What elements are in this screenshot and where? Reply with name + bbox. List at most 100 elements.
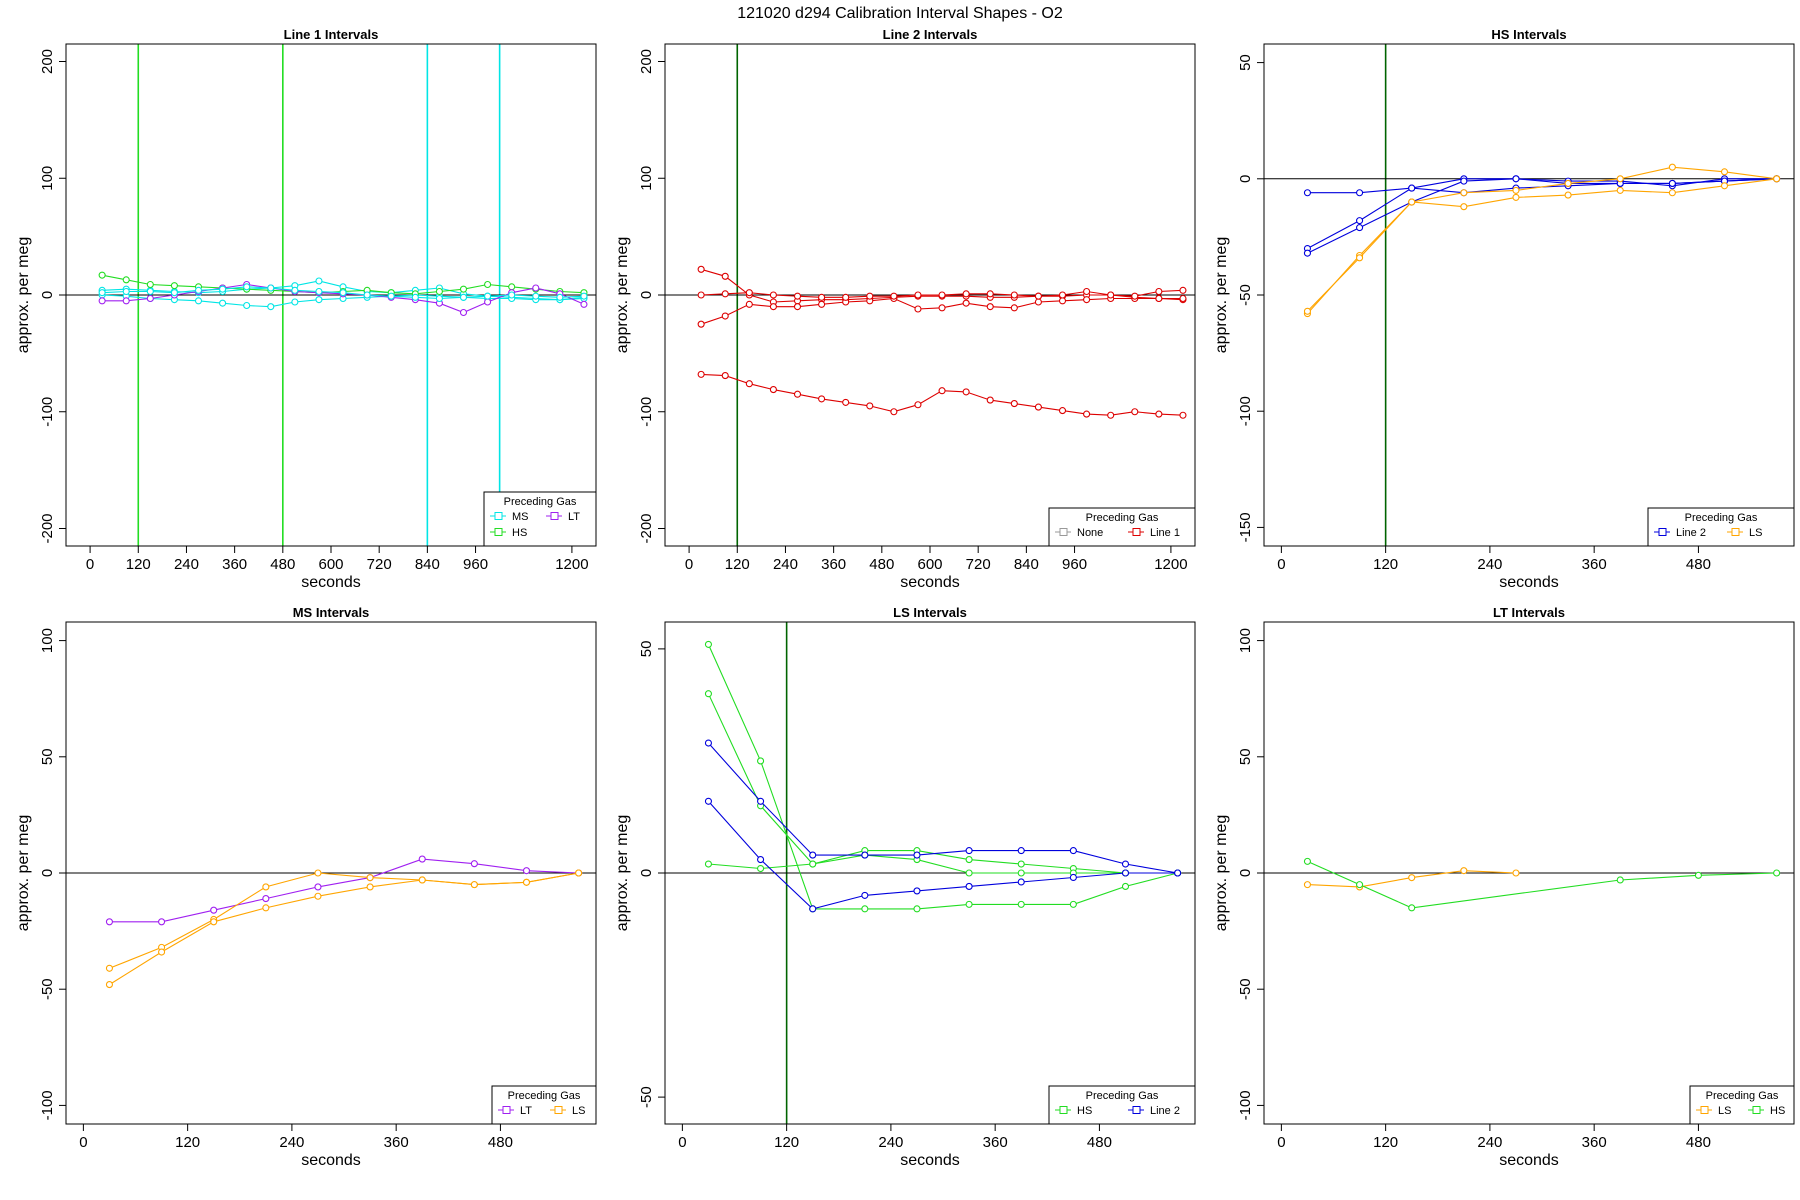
data-point — [962, 388, 970, 396]
data-point — [793, 390, 802, 398]
data-point — [842, 293, 850, 301]
legend-swatch-marker — [554, 1106, 563, 1114]
data-point — [1058, 291, 1067, 299]
x-tick-label: 840 — [1014, 556, 1039, 573]
legend-title: Preceding Gas — [504, 496, 577, 508]
data-point — [842, 398, 850, 406]
data-point — [1694, 871, 1702, 879]
data-point — [1616, 876, 1624, 884]
data-point — [1773, 869, 1781, 877]
y-axis-label: approx. per meg — [15, 815, 32, 932]
data-point — [1303, 249, 1311, 257]
y-tick-label: -200 — [638, 513, 655, 543]
x-tick-label: 720 — [966, 556, 991, 573]
data-point — [1408, 184, 1416, 192]
data-point — [914, 401, 922, 409]
data-point — [1155, 287, 1163, 296]
panel-title: Line 2 Intervals — [883, 27, 978, 42]
data-point — [459, 308, 468, 317]
data-point — [532, 292, 540, 300]
data-point — [913, 887, 921, 895]
data-point — [809, 860, 817, 868]
data-point — [1058, 297, 1067, 305]
panel-title: HS Intervals — [1491, 27, 1566, 42]
data-point — [1017, 860, 1025, 868]
x-tick-label: 120 — [126, 556, 151, 573]
legend-box — [1647, 507, 1795, 547]
data-point — [158, 948, 166, 956]
legend-entry-label: HS — [1770, 1105, 1785, 1117]
data-point — [484, 298, 492, 306]
data-point — [1512, 175, 1520, 183]
data-point — [219, 285, 227, 293]
data-point — [1720, 168, 1729, 176]
data-point — [314, 892, 322, 900]
data-point — [913, 905, 921, 913]
data-point — [1512, 193, 1520, 201]
data-point — [580, 292, 588, 300]
data-point — [962, 299, 970, 307]
data-point — [262, 895, 270, 903]
series-line — [701, 373, 1184, 416]
data-point — [243, 283, 251, 291]
data-point — [1083, 296, 1091, 304]
x-tick-label: 240 — [279, 1134, 304, 1151]
data-point — [697, 265, 705, 273]
x-tick-label: 0 — [685, 556, 693, 573]
y-tick-label: 0 — [638, 869, 655, 877]
data-point — [721, 272, 729, 280]
x-tick-label: 480 — [869, 556, 894, 573]
data-point — [262, 904, 270, 912]
figure-title: 121020 d294 Calibration Interval Shapes … — [737, 5, 1063, 22]
y-tick-label: 100 — [39, 628, 56, 653]
series-line — [708, 854, 1178, 874]
data-point — [1179, 294, 1187, 303]
data-point — [914, 291, 922, 299]
x-tick-label: 120 — [1373, 556, 1398, 573]
y-tick-label: -200 — [39, 513, 56, 543]
legend-swatch-marker — [502, 1106, 511, 1114]
chart-panel-1: Line 1 Intervals 0 120 240 360 480 600 720 840 96… — [15, 27, 597, 591]
x-tick-label: 120 — [774, 1134, 799, 1151]
data-point — [962, 290, 970, 298]
x-tick-label: 240 — [1477, 1134, 1502, 1151]
y-tick-label: -100 — [1237, 396, 1254, 426]
legend-entry-label: HS — [1077, 1105, 1092, 1117]
data-point — [1512, 869, 1520, 877]
x-tick-label: 120 — [725, 556, 750, 573]
x-tick-label: 480 — [1686, 556, 1711, 573]
data-point — [1773, 175, 1781, 183]
chart-panel-5: LS Intervals 0 120 240 360 480 seconds -50 0 50 ap… — [614, 605, 1196, 1169]
legend-entry-label: MS — [512, 511, 529, 523]
legend-entry-label: HS — [512, 527, 527, 539]
data-point — [861, 905, 869, 913]
legend-box — [491, 1085, 597, 1125]
data-point — [484, 292, 492, 300]
data-point — [1010, 400, 1018, 408]
data-point — [1017, 847, 1025, 855]
series-line — [707, 800, 1178, 910]
y-tick-label: -50 — [1237, 978, 1254, 1000]
data-point — [1155, 410, 1163, 418]
data-point — [1460, 177, 1468, 185]
panel-title: Line 1 Intervals — [284, 27, 379, 42]
data-point — [1616, 186, 1624, 194]
data-point — [1356, 224, 1364, 232]
x-tick-label: 960 — [1062, 556, 1087, 573]
data-point — [1460, 189, 1468, 197]
data-point — [470, 860, 478, 868]
data-point — [1034, 292, 1042, 300]
legend-swatch-marker — [1731, 528, 1740, 536]
legend-swatch-marker — [1700, 1106, 1709, 1114]
data-point — [170, 289, 178, 297]
chart-panel-6: LT Intervals 0 120 240 360 480 seconds -100 -50 0… — [1213, 605, 1795, 1169]
data-point — [1356, 217, 1364, 225]
y-tick-label: 200 — [638, 49, 655, 74]
y-tick-label: -150 — [1237, 512, 1254, 542]
data-point — [769, 303, 777, 311]
y-tick-label: -50 — [638, 1086, 655, 1108]
legend-entry-label: LT — [520, 1105, 532, 1117]
data-point — [1034, 298, 1042, 306]
data-point — [721, 290, 729, 298]
legend-entry-label: None — [1077, 527, 1103, 539]
